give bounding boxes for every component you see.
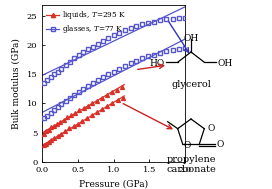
Legend: liquids, $T$=295 K, glasses, $T$=77 K: liquids, $T$=295 K, glasses, $T$=77 K (46, 8, 127, 36)
Y-axis label: Bulk modulus (GPa): Bulk modulus (GPa) (12, 38, 21, 129)
X-axis label: Pressure (GPa): Pressure (GPa) (79, 180, 148, 189)
Text: propylene
carbonate: propylene carbonate (166, 155, 216, 174)
Text: O: O (184, 141, 191, 150)
Text: HO: HO (150, 59, 165, 67)
Text: O: O (207, 124, 215, 133)
Text: OH: OH (217, 59, 232, 67)
Text: O: O (216, 140, 224, 149)
Text: OH: OH (183, 34, 199, 43)
Text: glycerol: glycerol (171, 80, 211, 89)
